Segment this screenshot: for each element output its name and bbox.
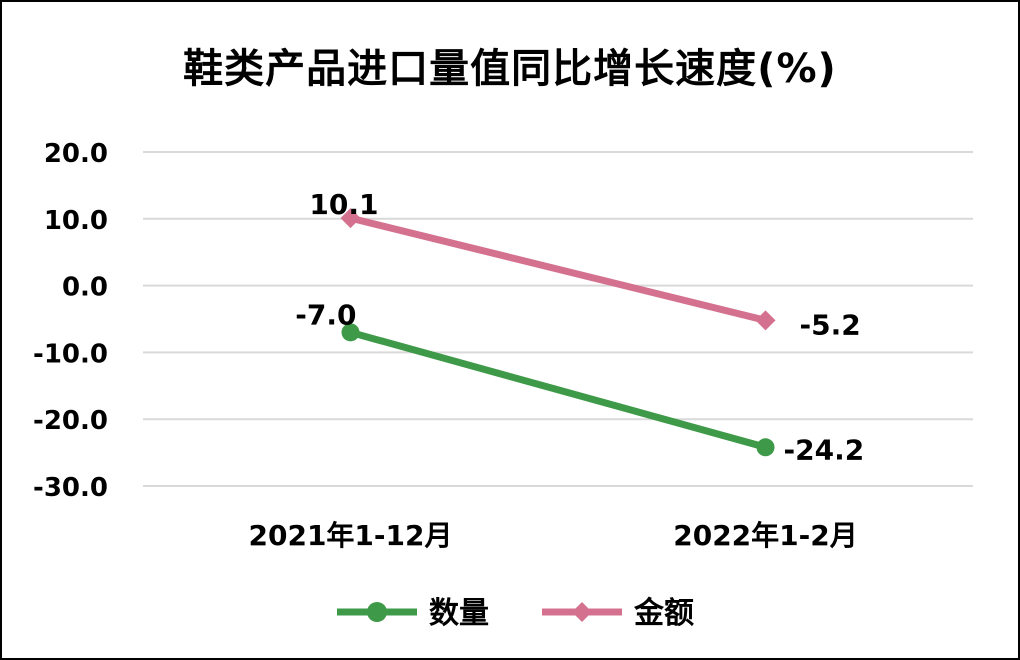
data-label: 10.1 bbox=[309, 188, 378, 221]
legend: 数量 金额 bbox=[337, 596, 694, 631]
data-label: -7.0 bbox=[295, 298, 356, 331]
x-tick-label: 2022年1-2月 bbox=[673, 519, 858, 552]
y-axis-tick-labels: 20.0 10.0 0.0 -10.0 -20.0 -30.0 bbox=[33, 139, 108, 503]
data-label: -24.2 bbox=[784, 433, 865, 466]
series-group bbox=[340, 208, 776, 457]
legend-marker bbox=[572, 602, 592, 622]
series-line-0 bbox=[347, 328, 769, 451]
chart-title: 鞋类产品进口量值同比增长速度(%) bbox=[183, 46, 837, 92]
y-tick-label: 0.0 bbox=[62, 273, 108, 303]
legend-label: 金额 bbox=[633, 596, 694, 631]
x-axis-tick-labels: 2021年1-12月 2022年1-2月 bbox=[249, 519, 858, 552]
data-point bbox=[340, 208, 361, 229]
legend-label: 数量 bbox=[429, 596, 489, 631]
y-tick-label: 20.0 bbox=[44, 139, 108, 169]
x-tick-label: 2021年1-12月 bbox=[249, 519, 453, 552]
series-line-1 bbox=[347, 214, 769, 324]
data-point bbox=[341, 323, 360, 342]
data-point bbox=[755, 310, 776, 331]
data-label: -5.2 bbox=[800, 308, 861, 341]
legend-marker bbox=[367, 602, 387, 622]
y-tick-label: -10.0 bbox=[33, 339, 108, 369]
data-labels: -7.0 -24.2 10.1 -5.2 bbox=[295, 188, 864, 466]
y-tick-label: -20.0 bbox=[33, 406, 108, 436]
gridlines bbox=[143, 151, 973, 487]
y-tick-label: 10.0 bbox=[44, 206, 108, 236]
data-point bbox=[756, 438, 775, 457]
y-tick-label: -30.0 bbox=[33, 473, 108, 503]
